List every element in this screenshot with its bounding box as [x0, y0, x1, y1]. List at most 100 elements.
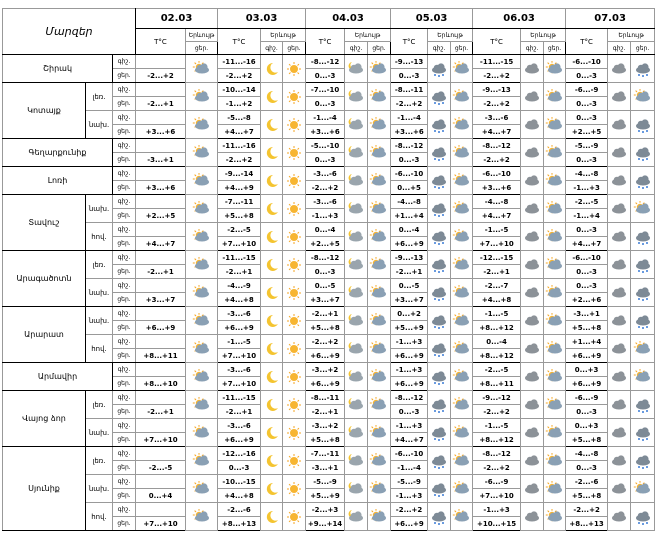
weather-icon: [432, 230, 447, 245]
day-icon: [630, 362, 656, 391]
weather-icon: [452, 284, 469, 297]
temperature: -10...-14: [217, 82, 262, 97]
temperature: 0...-3: [305, 68, 346, 83]
time-of-day: ցեր.: [112, 460, 136, 475]
day-header: ցեր.: [543, 41, 567, 55]
weather-icon: [432, 342, 447, 357]
temperature: +1...+4: [390, 208, 429, 223]
day-header: ցեր.: [630, 41, 656, 55]
zone-name: լեռ.: [85, 446, 113, 475]
night-icon: [344, 418, 369, 447]
zone-name: նախ.: [85, 474, 113, 503]
weather-icon: [266, 286, 278, 299]
time-of-day: ցեր.: [112, 180, 136, 195]
temperature: +4...+8: [217, 488, 262, 503]
night-icon: [260, 166, 284, 195]
forecast-table: Մարզեր 02.03 03.03 04.03 05.03 06.03 07.03 T°C Ե…: [2, 8, 656, 531]
time-of-day: գիշ.: [112, 390, 136, 405]
weather-icon: [612, 482, 627, 493]
temp-header: T°C: [217, 28, 262, 55]
zone-name: նախ.: [85, 194, 113, 223]
weather-icon: [525, 510, 540, 521]
night-icon: [607, 194, 632, 223]
date-header: 06.03: [472, 8, 567, 29]
temp-header: T°C: [390, 28, 429, 55]
weather-icon: [287, 481, 302, 496]
weather-icon: [192, 480, 209, 493]
weather-icon: [192, 60, 209, 73]
date-header: 03.03: [217, 8, 307, 29]
night-icon: [344, 362, 369, 391]
region-header: Մարզեր: [2, 8, 136, 55]
temperature: -3...-6: [217, 306, 262, 321]
day-icon: [543, 110, 567, 139]
weather-icon: [452, 228, 469, 241]
day-icon: [450, 194, 474, 223]
time-of-day: ցեր.: [112, 376, 136, 391]
night-icon: [427, 502, 452, 531]
temperature: -2...+2: [217, 152, 262, 167]
night-icon: [607, 474, 632, 503]
night-header: գիշ.: [427, 41, 452, 55]
night-icon: [520, 110, 545, 139]
temperature: -2...+2: [135, 68, 186, 83]
temperature: 0...-3: [565, 152, 609, 167]
forecast-row: Արարատ նախ. գիշ. -3...-6 -2...+1 0...+2 -1...-…: [2, 306, 656, 363]
weather-icon: [545, 144, 562, 157]
day-icon: [184, 194, 219, 223]
night-icon: [520, 390, 545, 419]
day-icon: [282, 334, 307, 363]
temperature: -5...-8: [217, 110, 262, 125]
day-icon: [184, 334, 219, 363]
time-of-day: գիշ.: [112, 138, 136, 153]
weather-icon: [287, 173, 302, 188]
temperature: 0...-3: [565, 460, 609, 475]
temperature: -2...+2: [472, 404, 522, 419]
temperature: -2...+1: [135, 264, 186, 279]
temperature: 0...-5: [390, 278, 429, 293]
day-icon: [543, 250, 567, 279]
time-of-day: ցեր.: [112, 292, 136, 307]
weather-icon: [192, 340, 209, 353]
day-icon: [630, 390, 656, 419]
temperature: +5...+8: [565, 488, 609, 503]
day-icon: [630, 54, 656, 83]
time-of-day: գիշ.: [112, 362, 136, 377]
night-header: գիշ.: [607, 41, 632, 55]
weather-icon: [452, 144, 469, 157]
weather-icon: [525, 370, 540, 381]
day-icon: [450, 334, 474, 363]
region-name: Շիրակ: [2, 54, 113, 83]
temperature: -2...-5: [135, 460, 186, 475]
night-icon: [520, 54, 545, 83]
day-icon: [630, 306, 656, 335]
weather-icon: [287, 425, 302, 440]
temperature: 0...+4: [135, 488, 186, 503]
weather-icon: [287, 397, 302, 412]
weather-icon: [287, 257, 302, 272]
forecast-row: հով. գիշ. -2...-6 -2...+3 -2...+2 -1...+3 -2..…: [3, 502, 656, 531]
weather-icon: [525, 286, 540, 297]
day-icon: [367, 54, 392, 83]
weather-icon: [266, 118, 278, 131]
date-header: 05.03: [390, 8, 474, 29]
weather-icon: [525, 342, 540, 353]
weather-icon: [266, 90, 278, 103]
weather-icon: [452, 340, 469, 353]
weather-icon: [633, 88, 650, 101]
night-icon: [607, 82, 632, 111]
zone-name: նախ.: [85, 110, 113, 139]
weather-icon: [287, 369, 302, 384]
temperature: 0...-5: [305, 278, 346, 293]
weather-icon: [348, 173, 364, 185]
phenomenon-header: Երևույթ: [427, 28, 474, 42]
time-of-day: գիշ.: [112, 278, 136, 293]
weather-icon: [369, 424, 387, 437]
night-icon: [607, 250, 632, 279]
temperature: -1...-4: [305, 110, 346, 125]
weather-icon: [266, 398, 278, 411]
weather-icon: [287, 117, 302, 132]
weather-icon: [348, 313, 364, 325]
temperature: [135, 138, 186, 153]
temperature: +5...+8: [305, 432, 346, 447]
